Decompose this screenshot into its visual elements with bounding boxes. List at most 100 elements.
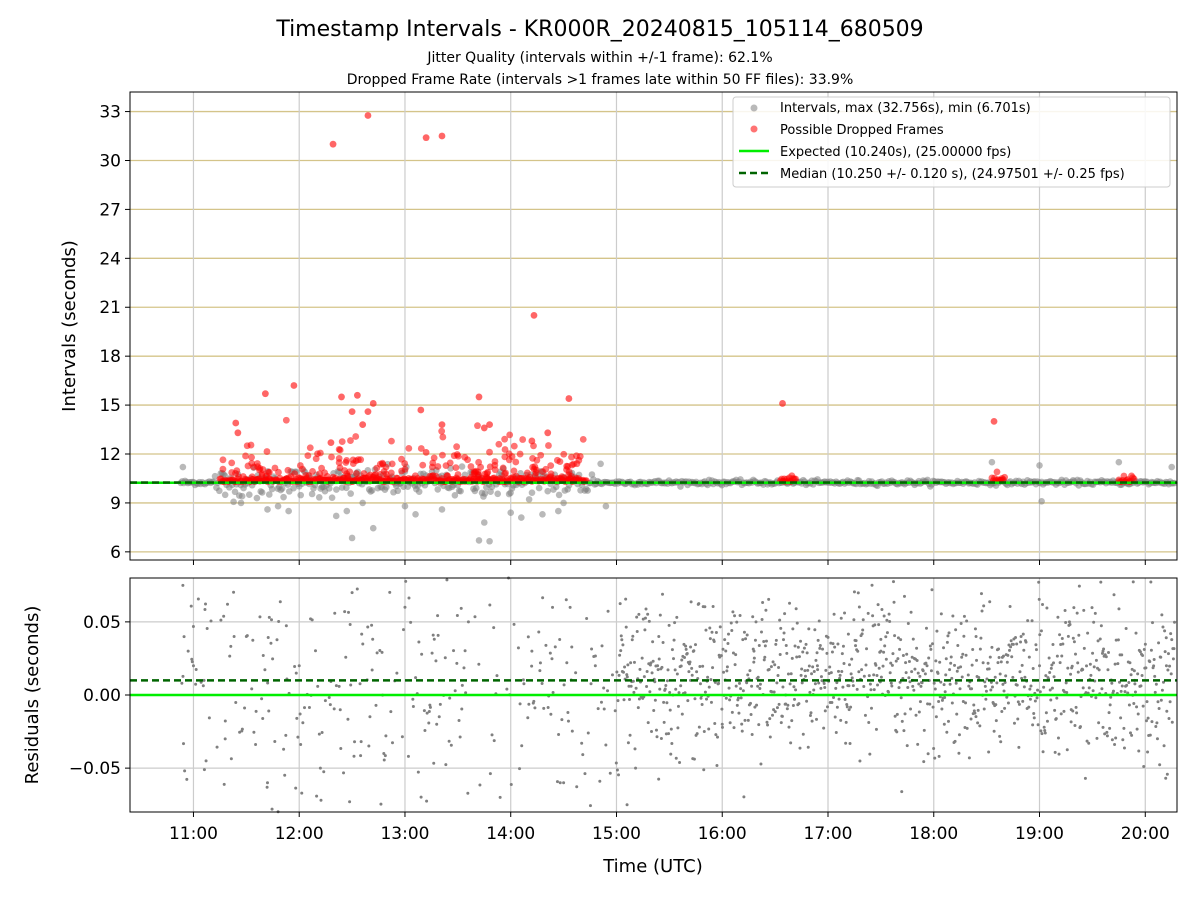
residual-point <box>191 664 195 668</box>
residual-point <box>931 705 935 709</box>
residual-point <box>1140 674 1144 678</box>
residual-point <box>1103 732 1107 736</box>
residual-point <box>400 735 404 739</box>
residual-point <box>966 673 970 677</box>
dropped-frame-point <box>284 466 292 474</box>
residual-point <box>1134 631 1138 635</box>
interval-point <box>290 484 297 492</box>
residual-point <box>782 631 786 635</box>
residual-point <box>1091 651 1095 655</box>
residual-point <box>943 690 947 694</box>
residual-point <box>181 583 185 587</box>
residual-point <box>736 696 740 700</box>
residual-point <box>615 768 619 772</box>
residual-point <box>530 664 534 668</box>
residual-point <box>1095 736 1099 740</box>
residual-point <box>689 645 693 649</box>
residual-point <box>488 603 492 607</box>
residual-point <box>954 628 958 632</box>
residual-point <box>624 625 628 629</box>
residual-point <box>804 642 808 646</box>
residual-point <box>1052 675 1056 679</box>
residual-point <box>808 690 812 694</box>
residual-point <box>389 710 393 714</box>
residual-point <box>942 683 946 687</box>
residual-point <box>840 652 844 656</box>
residual-point <box>919 684 923 688</box>
dropped-frame-point <box>348 408 356 416</box>
residual-point <box>532 699 536 703</box>
residual-point <box>976 708 980 712</box>
residual-point <box>700 703 704 707</box>
legend-marker-dropped <box>750 125 758 133</box>
intervals-panel-frame <box>129 91 1178 561</box>
residual-point <box>990 685 994 689</box>
residual-point <box>833 645 837 649</box>
residual-point <box>930 588 934 592</box>
residual-point <box>1033 699 1037 703</box>
residual-point <box>1003 681 1007 685</box>
residual-point <box>1085 664 1089 668</box>
residual-point <box>939 612 943 616</box>
residual-point <box>232 634 236 638</box>
residual-point <box>1168 664 1172 668</box>
residual-point <box>593 664 597 668</box>
residual-point <box>1099 580 1103 584</box>
interval-point <box>347 490 354 497</box>
interval-point <box>1168 463 1176 471</box>
residual-point <box>284 624 288 628</box>
residual-point <box>832 695 836 699</box>
residual-point <box>320 731 324 735</box>
residual-point <box>950 701 954 705</box>
residual-point <box>822 681 826 685</box>
residual-point <box>606 689 610 693</box>
dropped-frame-point <box>248 473 256 481</box>
residual-point <box>764 608 768 612</box>
residual-point <box>867 720 871 724</box>
dropped-frame-point <box>261 390 269 398</box>
interval-point <box>297 491 304 499</box>
residual-point <box>322 770 326 774</box>
residual-point <box>899 696 903 700</box>
residual-point <box>438 702 442 706</box>
residual-point <box>1090 606 1094 610</box>
residual-point <box>300 791 304 795</box>
residual-point <box>599 700 603 704</box>
residual-point <box>972 709 976 713</box>
interval-point <box>473 484 480 492</box>
dropped-frame-point <box>501 446 509 453</box>
residual-point <box>656 668 660 672</box>
residual-point <box>801 650 805 654</box>
residual-point <box>834 730 838 734</box>
interval-point <box>238 492 246 500</box>
residual-point <box>273 739 277 743</box>
residual-point <box>1049 666 1053 670</box>
residual-point <box>830 650 834 654</box>
residual-point <box>478 783 482 787</box>
residual-point <box>383 754 387 758</box>
residual-point <box>964 701 968 705</box>
residual-point <box>464 691 468 695</box>
residual-point <box>310 618 314 622</box>
residual-point <box>698 682 702 686</box>
residual-point <box>851 679 855 683</box>
residual-point <box>222 782 226 786</box>
residual-point <box>244 635 248 638</box>
residual-point <box>568 605 572 609</box>
residual-point <box>1122 746 1126 750</box>
residual-point <box>838 673 842 677</box>
residual-point <box>422 709 426 713</box>
residual-point <box>1126 691 1130 695</box>
dropped-frame-point <box>347 437 354 444</box>
residual-point <box>360 632 364 636</box>
dropped-frame-point <box>364 408 372 416</box>
residual-point <box>1162 744 1166 748</box>
dropped-frame-point <box>502 469 509 477</box>
residual-point <box>828 665 832 669</box>
residual-point <box>705 697 709 701</box>
residual-point <box>1159 698 1163 702</box>
residual-point <box>339 747 343 751</box>
residual-point <box>876 603 880 607</box>
residual-point <box>1012 721 1016 725</box>
residual-point <box>669 752 673 756</box>
